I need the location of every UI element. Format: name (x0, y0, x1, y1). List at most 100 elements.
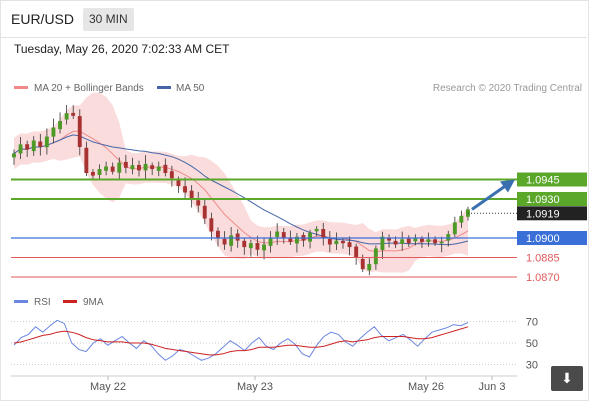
candle-body (64, 113, 69, 120)
symbol-title: EUR/USD (11, 11, 75, 27)
candle-body (137, 165, 141, 171)
candle-body (380, 236, 385, 250)
candle-body (420, 238, 424, 242)
rsi-level-label: 30 (526, 360, 538, 372)
ma50-legend-swatch (157, 86, 171, 89)
candle-body (58, 121, 62, 130)
candle-body (433, 239, 437, 244)
candle-body (268, 238, 273, 246)
rsi-ma-legend-label: 9MA (83, 297, 104, 308)
price-chart: MA 20 + Bollinger Bands MA 50 Research ©… (11, 83, 587, 393)
bollinger-band (14, 92, 468, 273)
price-plot (12, 92, 470, 276)
candle-body (406, 238, 411, 244)
support-label: 1.0870 (526, 272, 560, 284)
candle-body (130, 165, 135, 170)
candle-body (18, 144, 23, 154)
rsi-legend-label: RSI (34, 297, 51, 308)
candle-body (123, 161, 128, 168)
x-axis: May 22 May 23 May 26 Jun 3 (90, 376, 506, 393)
candle-body (341, 241, 345, 244)
candle-body (334, 240, 339, 245)
candle-body (183, 186, 187, 193)
candle-body (84, 147, 89, 173)
candle-body (400, 239, 405, 244)
price-levels: 1.0945 1.0930 1.0919 1.0900 1.0885 1.0870 (11, 172, 587, 284)
rsi-plot: 70 50 30 (11, 316, 538, 372)
candle-body (51, 127, 56, 137)
timeframe-badge[interactable]: 30 MIN (83, 8, 134, 31)
x-tick-label: May 22 (90, 381, 126, 393)
last-price-box (517, 206, 587, 221)
rsi-ma-line (13, 326, 469, 356)
target-label: 1.0945 (526, 175, 560, 187)
candle-body (97, 169, 102, 175)
candle-body (143, 163, 148, 171)
candle-body (196, 200, 201, 206)
candle-body (360, 258, 365, 270)
x-tick-label: May 23 (237, 381, 273, 393)
ma20-line (13, 130, 469, 253)
ma50-line (13, 134, 469, 246)
candle-body (308, 232, 312, 242)
candle-body (288, 238, 293, 242)
download-button[interactable]: ⬇ (551, 366, 583, 391)
timestamp: Tuesday, May 26, 2020 7:02:33 AM CET (14, 42, 230, 56)
pivot-label: 1.0900 (526, 233, 560, 245)
resistance-box (517, 192, 587, 206)
chart-header: EUR/USD 30 MIN (0, 0, 587, 38)
candle-body (110, 166, 115, 172)
candle-body (262, 244, 266, 251)
ma20-legend-swatch (14, 86, 28, 89)
candle-body (44, 136, 49, 148)
candle-body (314, 228, 319, 232)
pivot-box (517, 231, 587, 245)
x-tick-label: Jun 3 (479, 381, 506, 393)
chart-widget (0, 0, 589, 401)
credit-text: Research © 2020 Trading Central (433, 83, 582, 94)
candle-body (229, 235, 234, 246)
candle-body (216, 230, 220, 238)
candle-body (189, 190, 194, 199)
candle-body (466, 209, 470, 217)
candle-body (373, 248, 378, 265)
candle-body (255, 243, 260, 250)
target-arrow-head (500, 179, 515, 193)
candle-body (163, 164, 168, 173)
candle-body (150, 165, 155, 170)
rsi-level-label: 50 (526, 338, 538, 350)
candle-body (321, 229, 326, 238)
candle-body (71, 112, 76, 116)
candle-body (104, 166, 108, 171)
candle-body (459, 215, 464, 223)
candle-body (367, 264, 372, 271)
candle-body (25, 144, 30, 150)
target-box (517, 172, 587, 187)
candle-body (12, 153, 16, 158)
target-arrow-shaft (471, 184, 507, 211)
candle-body (452, 222, 457, 235)
candle-body (242, 240, 247, 248)
candle-body (176, 179, 181, 186)
ma20-legend-label: MA 20 + Bollinger Bands (34, 83, 144, 94)
candle-body (354, 246, 359, 258)
rsi-line (13, 319, 469, 361)
candle-body (393, 240, 398, 245)
rsi-legend-swatch (14, 300, 28, 303)
candle-body (295, 236, 299, 244)
candle-body (209, 218, 214, 232)
last-price-label: 1.0919 (526, 208, 560, 220)
candle-body (91, 171, 95, 176)
candle-body (248, 243, 253, 249)
candle-body (413, 238, 418, 242)
candle-body (156, 166, 161, 171)
candle-body (426, 239, 431, 243)
candle-body (77, 116, 82, 147)
candle-body (169, 171, 174, 179)
resistance-label: 1.0930 (526, 194, 560, 206)
support-label: 1.0885 (526, 253, 560, 265)
rsi-ma-legend-swatch (63, 300, 77, 303)
rsi-level-label: 70 (526, 316, 538, 328)
candle-body (235, 233, 240, 241)
candle-body (38, 141, 43, 147)
